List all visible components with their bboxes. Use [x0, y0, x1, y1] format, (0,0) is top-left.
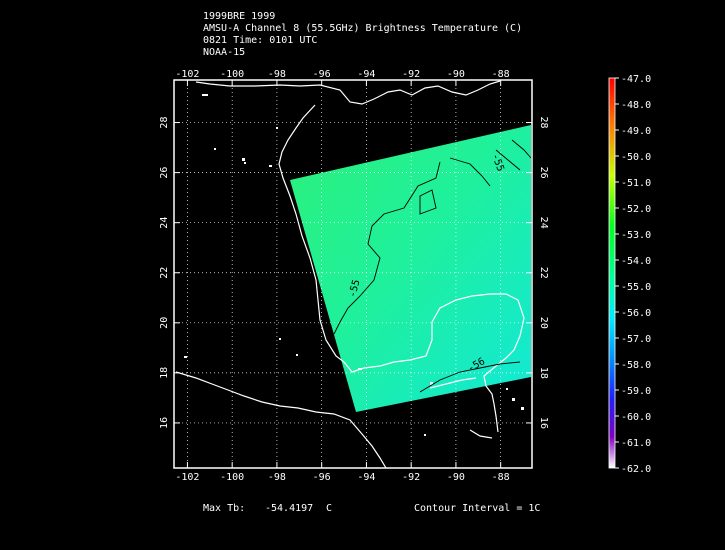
lon-tick-label-bottom: -96 — [313, 472, 331, 483]
lon-tick-label-top: -88 — [492, 69, 510, 80]
max-tb-value: -54.4197 — [265, 503, 314, 514]
lat-tick-label-right: 28 — [538, 117, 549, 129]
lon-tick-label-top: -94 — [357, 69, 375, 80]
lon-tick-label-top: -98 — [268, 69, 286, 80]
colorbar — [608, 77, 616, 469]
contour-label: -55 — [347, 278, 362, 298]
lon-tick-label-bottom: -102 — [175, 472, 199, 483]
lon-tick-label-top: -92 — [402, 69, 420, 80]
lat-tick-label-left: 26 — [159, 167, 170, 179]
lon-tick-label-bottom: -98 — [268, 472, 286, 483]
lon-tick-label-top: -90 — [447, 69, 465, 80]
lon-tick-label-bottom: -92 — [402, 472, 420, 483]
map-frame — [173, 79, 533, 469]
lat-tick-label-left: 28 — [159, 117, 170, 129]
lon-tick-label-bottom: -90 — [447, 472, 465, 483]
colorbar-label: -51.0 — [621, 178, 651, 189]
lat-tick-label-right: 24 — [538, 217, 549, 229]
colorbar-label: -47.0 — [621, 74, 651, 85]
lon-tick-label-top: -100 — [220, 69, 244, 80]
axis-ticks: -102 -102 -100 -100 -98 -98 -96 -96 -94 -94 -92 -92… — [159, 69, 549, 483]
title-line-4: NOAA-15 — [203, 47, 246, 58]
lat-tick-label-right: 18 — [538, 367, 549, 379]
max-tb-unit: C — [326, 503, 333, 514]
max-tb-label: Max Tb: — [203, 503, 246, 514]
colorbar-label: -54.0 — [621, 256, 651, 267]
title-line-3: 0821 Time: 0101 UTC — [203, 35, 318, 46]
title-line-1: 1999BRE 1999 — [203, 11, 276, 22]
contour-lines — [333, 139, 532, 393]
colorbar-label: -60.0 — [621, 412, 651, 423]
contour-interval: Contour Interval = 1C — [414, 503, 541, 514]
island-markers — [184, 94, 524, 436]
lon-tick-label-bottom: -88 — [492, 472, 510, 483]
colorbar-label: -50.0 — [621, 152, 651, 163]
colorbar-label: -56.0 — [621, 308, 651, 319]
colorbar-label: -61.0 — [621, 438, 651, 449]
lat-tick-label-left: 24 — [159, 217, 170, 229]
lat-tick-label-left: 18 — [159, 367, 170, 379]
lat-tick-label-left: 20 — [159, 317, 170, 329]
lon-tick-label-top: -102 — [175, 69, 199, 80]
colorbar-label: -59.0 — [621, 386, 651, 397]
colorbar-label: -58.0 — [621, 360, 651, 371]
lat-tick-label-left: 22 — [159, 267, 170, 279]
lat-tick-label-right: 20 — [538, 317, 549, 329]
colorbar-label: -55.0 — [621, 282, 651, 293]
lat-tick-label-left: 16 — [159, 417, 170, 429]
lat-tick-label-right: 22 — [538, 267, 549, 279]
title-line-2: AMSU-A Channel 8 (55.5GHz) Brightness Te… — [203, 23, 523, 34]
coastline — [175, 80, 525, 468]
colorbar-label: -53.0 — [621, 230, 651, 241]
colorbar-label: -49.0 — [621, 126, 651, 137]
colorbar-label: -62.0 — [621, 464, 651, 475]
swath-region — [290, 125, 531, 412]
lat-tick-label-right: 16 — [538, 417, 549, 429]
lon-tick-label-bottom: -100 — [220, 472, 244, 483]
lat-lon-grid — [174, 80, 532, 468]
colorbar-label: -52.0 — [621, 204, 651, 215]
lon-tick-label-top: -96 — [313, 69, 331, 80]
colorbar-labels: -47.0 -48.0 -49.0 -50.0 -51.0 -52.0 -53.0 -54.0… — [615, 74, 651, 475]
lat-tick-label-right: 26 — [538, 167, 549, 179]
colorbar-label: -57.0 — [621, 334, 651, 345]
lon-tick-label-bottom: -94 — [357, 472, 375, 483]
colorbar-label: -48.0 — [621, 100, 651, 111]
